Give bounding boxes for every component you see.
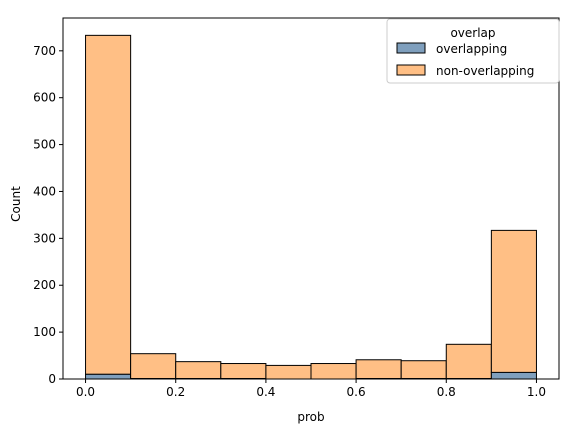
bar-non-overlapping <box>220 363 267 380</box>
axes-frame <box>62 17 560 380</box>
bar-non-overlapping <box>490 229 537 373</box>
bar-non-overlapping <box>130 353 177 380</box>
y-tick-label: 200 <box>33 278 56 292</box>
y-tick-label: 700 <box>33 44 56 58</box>
y-tick-label: 500 <box>33 138 56 152</box>
x-tick-label: 0.4 <box>256 385 275 399</box>
y-tick-label: 300 <box>33 231 56 245</box>
legend-swatch-non-overlapping <box>396 64 426 76</box>
bar-non-overlapping <box>310 363 357 380</box>
bars-layer <box>85 34 537 380</box>
x-tick-label: 0.2 <box>166 385 185 399</box>
legend-box <box>386 18 560 84</box>
x-tick-label: 1.0 <box>527 385 546 399</box>
bar-non-overlapping <box>175 361 222 380</box>
legend-title: overlap <box>450 26 495 40</box>
x-tick-label: 0.8 <box>437 385 456 399</box>
x-tick-label: 0.6 <box>347 385 366 399</box>
bar-non-overlapping <box>355 359 402 380</box>
bar-non-overlapping <box>265 364 312 380</box>
x-axis-label: prob <box>297 410 324 424</box>
y-tick-label: 400 <box>33 184 56 198</box>
bar-overlapping <box>490 371 537 380</box>
y-axis-label: Count <box>9 186 23 222</box>
legend: overlap overlapping non-overlapping <box>386 18 560 84</box>
bar-non-overlapping <box>85 34 132 375</box>
legend-label-non-overlapping: non-overlapping <box>436 64 534 78</box>
ticks-layer: 0.0 0.2 0.4 0.6 0.8 1.0 0 100 200 300 400 500 600 700 <box>33 44 546 399</box>
y-tick-label: 600 <box>33 91 56 105</box>
legend-swatch-overlapping <box>396 42 426 54</box>
bar-overlapping <box>85 373 132 380</box>
y-tick-label: 0 <box>48 372 56 386</box>
y-tick-label: 100 <box>33 325 56 339</box>
legend-label-overlapping: overlapping <box>436 42 507 56</box>
x-tick-label: 0.0 <box>76 385 95 399</box>
bar-non-overlapping <box>400 360 447 380</box>
bar-non-overlapping <box>445 343 492 380</box>
plot-area-border <box>62 17 560 380</box>
